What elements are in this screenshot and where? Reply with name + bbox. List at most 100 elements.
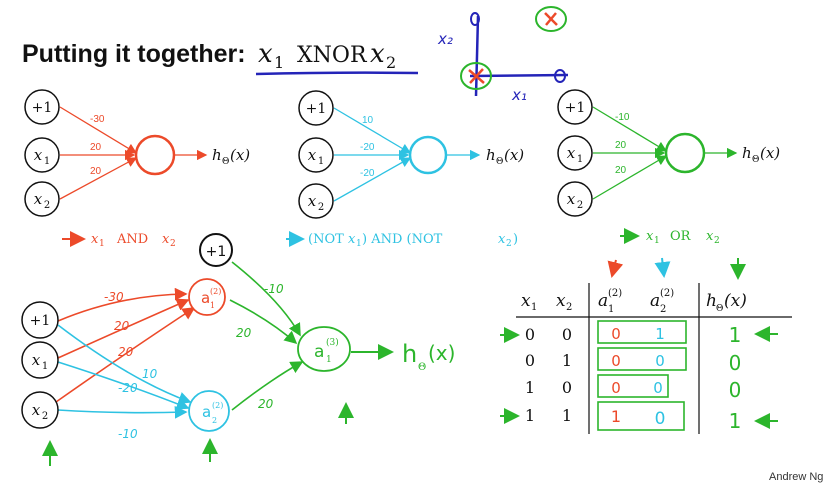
a2-sub: 2 xyxy=(212,416,217,425)
hidden-neuron-a2 xyxy=(188,390,230,432)
input-x2-label: x xyxy=(34,190,43,208)
cell-x1: 1 xyxy=(525,378,535,397)
highlight-circle xyxy=(460,62,492,90)
hypothesis-arg: (x) xyxy=(504,146,524,164)
header-a2-sub: 2 xyxy=(660,304,666,315)
header-h-arg: (x) xyxy=(724,291,747,311)
title-op: XNOR xyxy=(297,43,368,68)
input-node-x1 xyxy=(24,137,60,173)
cell-x1: 0 xyxy=(525,351,535,370)
and-x1: x xyxy=(91,232,99,247)
a2-sup: (2) xyxy=(212,401,223,410)
column-arrow xyxy=(607,259,624,278)
or-x2: x xyxy=(706,229,714,244)
w-red-x2: 20 xyxy=(118,345,134,359)
xnor-axes-sketch: x₂ x₁ xyxy=(437,6,569,104)
cell-x2: 1 xyxy=(562,406,572,425)
or-s1: 1 xyxy=(654,236,660,246)
nand-p1: (NOT xyxy=(308,232,344,247)
w-red-bias: -30 xyxy=(104,290,124,304)
header-a2-sup: (2) xyxy=(660,288,674,299)
hypothesis-h: h xyxy=(742,144,752,162)
cell-a2: 1 xyxy=(655,325,665,343)
cell-h: 1 xyxy=(729,409,742,433)
header-a2: a xyxy=(650,291,660,311)
edge xyxy=(57,361,190,410)
input-x1-label: x xyxy=(567,144,576,162)
nand-p2: ) AND (NOT xyxy=(362,232,443,247)
input-x2-sub: 2 xyxy=(577,200,583,211)
w-cyan-x2: -10 xyxy=(118,427,138,441)
cell-a1: 0 xyxy=(611,352,621,370)
edge xyxy=(333,107,412,154)
edge xyxy=(231,261,301,337)
edge xyxy=(229,299,298,345)
input-bias-label: +1 xyxy=(32,100,53,116)
output-neuron xyxy=(134,134,176,176)
input-node-x2 xyxy=(24,181,60,217)
hypothesis-arg: (x) xyxy=(760,144,780,162)
w-cyan-x1: -20 xyxy=(118,381,138,395)
w-cyan-bias: 10 xyxy=(142,367,158,381)
nand-p3: ) xyxy=(513,232,518,247)
h-out-arg: (x) xyxy=(428,341,455,365)
input-node-x2 xyxy=(557,181,593,217)
input-node-bias xyxy=(21,301,59,339)
cell-x1: 0 xyxy=(525,325,535,344)
a2-label: a xyxy=(202,403,211,421)
title-x2: x xyxy=(370,39,385,69)
hidden-bias-label: +1 xyxy=(206,244,227,260)
edge xyxy=(592,155,668,200)
network-not-and-not: +1 x 1 x 2 10 -20 -20 h Θ (x) (NOT x 1 )… xyxy=(286,90,524,249)
slide-title: Putting it together: x 1 XNOR x 2 xyxy=(22,39,419,76)
cell-a1: 0 xyxy=(611,325,621,343)
header-a1: a xyxy=(598,291,608,311)
input-x1-sub: 1 xyxy=(318,156,324,167)
input-x1-sub: 1 xyxy=(44,156,50,167)
input-x2-label: x xyxy=(308,192,317,210)
header-h: h xyxy=(706,291,717,311)
input-node-x1 xyxy=(298,137,334,173)
edge xyxy=(57,405,188,419)
hypothesis-h: h xyxy=(486,146,496,164)
header-h-theta: Θ xyxy=(716,304,723,314)
a1-sub: 1 xyxy=(210,301,215,310)
hypothesis-theta: Θ xyxy=(496,157,503,167)
hidden-neuron-a1 xyxy=(188,278,226,316)
input-x1-label: x xyxy=(308,146,317,164)
a3-sub: 1 xyxy=(326,355,332,365)
truth-table: x 1 x 2 a (2) 1 a (2) 2 h Θ (x) 0 0 0 1 … xyxy=(500,257,792,434)
input-x1-label: x xyxy=(32,351,41,369)
row-box xyxy=(597,374,669,398)
edge xyxy=(592,106,668,152)
weight-bias: -30 xyxy=(90,114,105,125)
hypothesis-h: h xyxy=(212,146,222,164)
weight-x1: 20 xyxy=(615,140,627,151)
cell-x2: 1 xyxy=(562,351,572,370)
cell-h: 0 xyxy=(729,351,742,375)
nand-x2: x xyxy=(498,232,506,247)
input-bias-label: +1 xyxy=(30,313,51,329)
cell-x2: 0 xyxy=(562,378,572,397)
cell-a2: 0 xyxy=(653,379,663,397)
w-green-a2: 20 xyxy=(258,397,274,411)
h-out: h xyxy=(402,340,417,368)
column-arrow xyxy=(654,257,671,278)
title-x1: x xyxy=(258,39,273,69)
weight-x1: 20 xyxy=(90,142,102,153)
title-prefix: Putting it together: xyxy=(22,40,246,68)
a3-sup: (3) xyxy=(326,337,339,348)
edge xyxy=(59,157,138,200)
network-or: +1 x 1 x 2 -10 20 20 h Θ (x) x 1 OR x 2 xyxy=(557,89,780,246)
network-xnor: +1 x 1 x 2 +1 a (2) 1 a (2) 2 a (3) 1 h … xyxy=(21,233,455,466)
title-x1-sub: 1 xyxy=(274,53,284,72)
cross-point xyxy=(468,68,485,84)
hidden-bias-node xyxy=(199,233,233,267)
header-x1: x xyxy=(521,291,531,311)
input-node-bias xyxy=(24,89,60,125)
network-and: +1 x 1 x 2 -30 20 20 h Θ (x) x 1 AND x 2 xyxy=(24,89,250,249)
output-neuron-a3 xyxy=(297,326,351,372)
header-a1-sub: 1 xyxy=(608,304,614,315)
input-x1-label: x xyxy=(34,146,43,164)
edge xyxy=(59,106,138,154)
